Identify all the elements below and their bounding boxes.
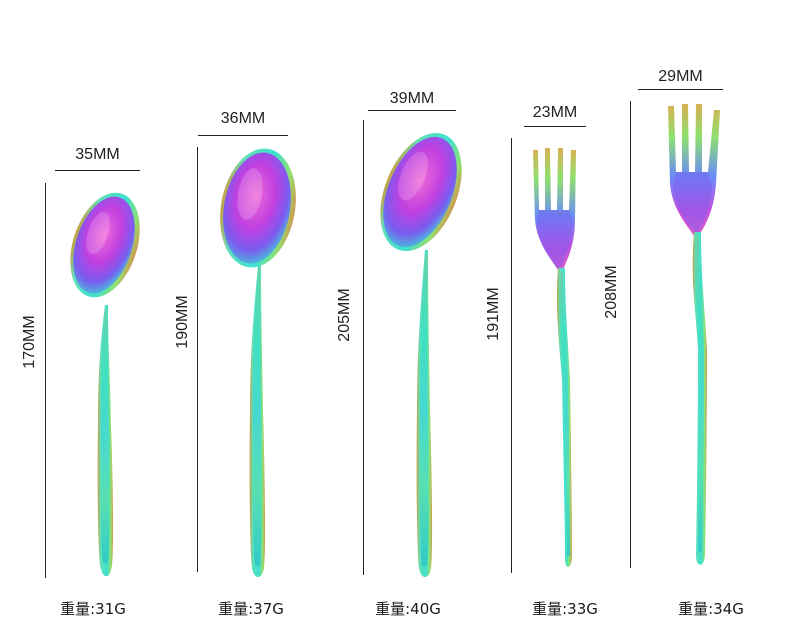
weight-label: 重量:33G: [532, 600, 598, 618]
weight-label: 重量:34G: [678, 600, 744, 618]
weight-label: 重量:40G: [375, 600, 441, 618]
spoon-image: [380, 132, 462, 577]
width-dimension-line: [524, 126, 586, 127]
width-label: 35MM: [75, 146, 120, 163]
width-label: 23MM: [532, 104, 578, 121]
width-dimension-line: [55, 170, 140, 171]
length-dimension-line: [45, 183, 46, 578]
spoon-image: [220, 148, 296, 577]
width-label: 29MM: [658, 68, 703, 85]
fork-image: [533, 148, 576, 567]
fork-image: [668, 104, 720, 565]
length-dimension-line: [511, 138, 512, 573]
width-dimension-line: [638, 89, 723, 90]
length-label: 208MM: [603, 265, 620, 319]
length-dimension-line: [197, 147, 198, 572]
width-dimension-line: [368, 110, 456, 111]
length-dimension-line: [363, 120, 364, 575]
length-label: 190MM: [174, 295, 191, 349]
length-label: 205MM: [336, 288, 353, 342]
weight-label: 重量:37G: [218, 600, 284, 618]
length-label: 170MM: [21, 315, 38, 369]
width-label: 39MM: [389, 90, 435, 107]
length-dimension-line: [630, 101, 631, 568]
width-label: 36MM: [220, 110, 266, 127]
width-dimension-line: [198, 135, 288, 136]
weight-label: 重量:31G: [60, 600, 126, 618]
spoon-image: [70, 192, 140, 577]
length-label: 191MM: [485, 287, 502, 341]
